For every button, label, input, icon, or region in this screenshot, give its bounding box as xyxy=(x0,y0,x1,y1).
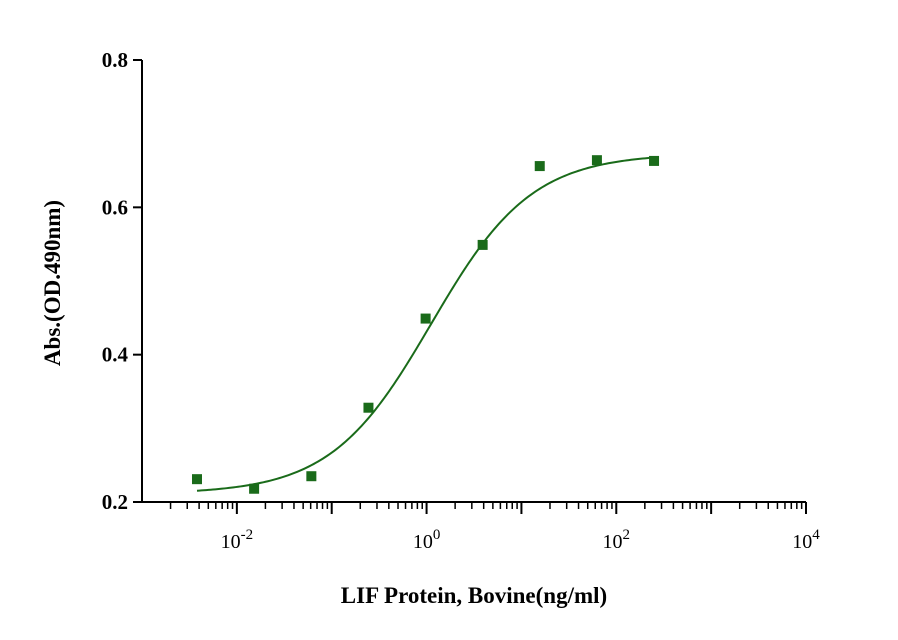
x-axis-title: LIF Protein, Bovine(ng/ml) xyxy=(341,583,607,608)
y-tick-label: 0.6 xyxy=(102,195,128,219)
y-axis-title: Abs.(OD.490nm) xyxy=(40,200,65,366)
data-point xyxy=(534,161,545,172)
x-tick-label: 100 xyxy=(413,527,441,553)
data-point xyxy=(306,471,317,482)
y-tick-label: 0.2 xyxy=(102,490,128,514)
y-tick-label: 0.8 xyxy=(102,48,128,72)
data-point xyxy=(477,239,488,250)
x-tick-label: 10-2 xyxy=(221,527,254,553)
data-point xyxy=(591,155,602,166)
data-point xyxy=(363,402,374,413)
data-point xyxy=(191,474,202,485)
data-point xyxy=(249,483,260,494)
fit-curve xyxy=(196,156,655,492)
x-tick-label: 104 xyxy=(792,527,820,553)
data-point xyxy=(420,313,431,324)
x-tick-label: 102 xyxy=(603,527,631,553)
y-tick-label: 0.4 xyxy=(102,343,129,367)
data-point xyxy=(649,155,660,166)
